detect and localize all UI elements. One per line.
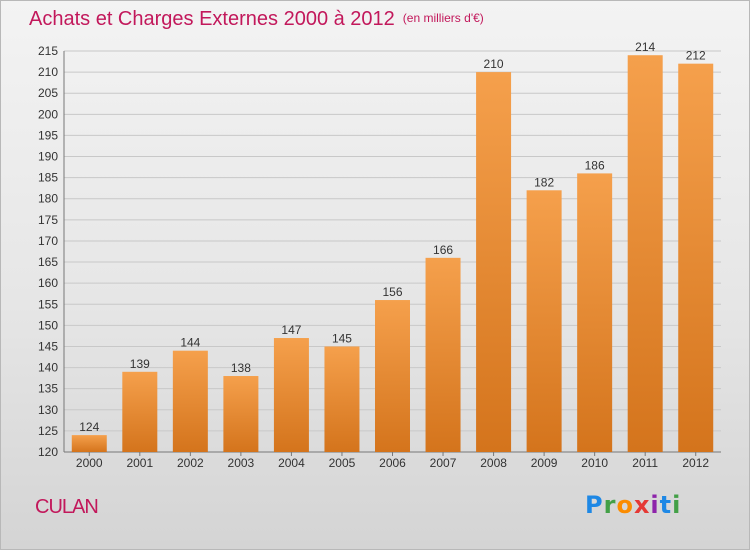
bar [172,350,208,452]
bar [71,435,107,452]
y-tick-label: 200 [38,107,58,121]
x-tick-label: 2006 [379,456,406,470]
bar-value-label: 210 [484,57,504,71]
bar-value-label: 182 [534,175,554,189]
y-tick-label: 130 [38,403,58,417]
bar [122,371,158,452]
x-tick-label: 2005 [329,456,356,470]
y-tick-label: 180 [38,192,58,206]
y-tick-label: 150 [38,318,58,332]
x-tick-label: 2012 [682,456,709,470]
bar-value-label: 212 [686,49,706,63]
bar-value-label: 147 [281,323,301,337]
y-tick-label: 195 [38,128,58,142]
bar [425,257,461,452]
y-tick-label: 120 [38,445,58,459]
bar-value-label: 214 [635,40,655,54]
bar [678,63,714,453]
x-tick-label: 2010 [581,456,608,470]
x-tick-label: 2011 [632,456,658,470]
bar [476,72,512,453]
bar-value-label: 186 [585,158,605,172]
chart-title-text: Achats et Charges Externes 2000 à 2012 [29,8,395,30]
y-tick-label: 190 [38,150,58,164]
bar-value-label: 166 [433,243,453,257]
y-tick-label: 210 [38,65,58,79]
x-tick-label: 2004 [278,456,305,470]
chart-title: Achats et Charges Externes 2000 à 2012 (e… [29,8,484,31]
bar-value-label: 156 [382,285,402,299]
x-tick-label: 2009 [531,456,558,470]
bar [375,300,410,452]
bar [273,338,309,452]
y-tick-label: 145 [38,339,58,353]
bar-value-label: 124 [79,420,99,434]
x-tick-label: 2001 [126,456,153,470]
x-tick-label: 2007 [430,456,457,470]
bar-value-label: 139 [130,357,150,371]
bar-value-label: 138 [231,361,251,375]
y-tick-label: 205 [38,86,58,100]
bar-value-label: 144 [180,336,200,350]
x-tick-label: 2008 [480,456,507,470]
y-tick-label: 155 [38,297,58,311]
y-tick-label: 165 [38,255,58,269]
place-name: CULAN [35,496,99,518]
x-tick-label: 2003 [228,456,255,470]
y-tick-label: 125 [38,424,58,438]
y-tick-label: 140 [38,361,58,375]
y-tick-label: 170 [38,234,58,248]
bar [627,55,663,452]
y-tick-label: 135 [38,382,58,396]
chart-subtitle: (en milliers d'€) [402,11,484,25]
x-tick-label: 2000 [76,456,103,470]
bar-value-label: 145 [332,331,352,345]
bar [324,346,360,452]
y-tick-label: 175 [38,213,58,227]
y-tick-label: 185 [38,171,58,185]
bar [577,173,613,452]
y-tick-label: 160 [38,276,58,290]
x-tick-label: 2002 [177,456,204,470]
y-tick-label: 215 [38,44,58,58]
bar [526,190,562,452]
proxiti-logo: Proxiti [585,491,682,519]
bar [223,376,259,452]
